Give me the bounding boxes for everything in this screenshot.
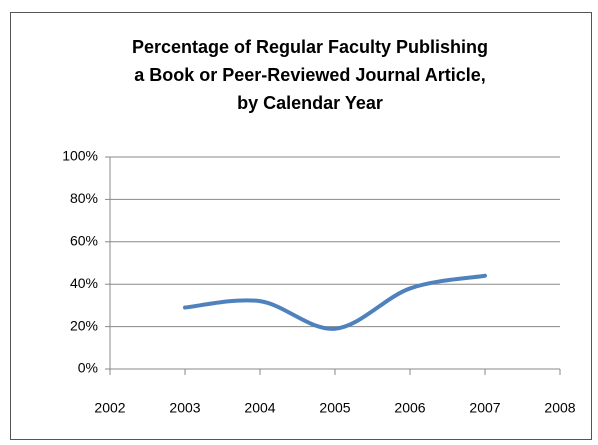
x-tick-label: 2004 bbox=[244, 400, 275, 416]
chart-title: by Calendar Year bbox=[237, 93, 383, 113]
y-tick-label: 20% bbox=[70, 317, 98, 333]
x-tick-label: 2007 bbox=[469, 400, 500, 416]
chart-frame bbox=[10, 12, 592, 440]
line-series bbox=[183, 273, 487, 331]
x-tick-label: 2005 bbox=[319, 400, 350, 416]
x-tick-label: 2006 bbox=[394, 400, 425, 416]
y-tick-label: 80% bbox=[70, 190, 98, 206]
chart-title: a Book or Peer-Reviewed Journal Article, bbox=[134, 65, 485, 85]
x-tick-label: 2003 bbox=[169, 400, 200, 416]
y-tick-label: 0% bbox=[78, 360, 98, 376]
y-tick-label: 60% bbox=[70, 233, 98, 249]
y-tick-label: 100% bbox=[62, 148, 98, 164]
y-tick-label: 40% bbox=[70, 275, 98, 291]
x-tick-label: 2008 bbox=[544, 400, 575, 416]
x-tick-label: 2002 bbox=[94, 400, 125, 416]
chart-title: Percentage of Regular Faculty Publishing bbox=[132, 37, 488, 57]
